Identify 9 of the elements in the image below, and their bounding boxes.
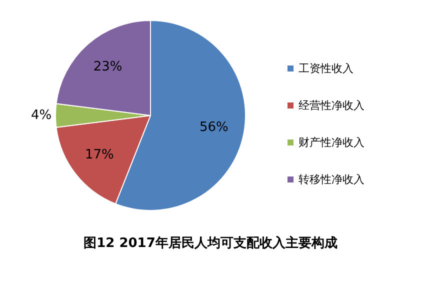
legend-label: 经营性净收入 — [298, 99, 364, 112]
data-label: 4% — [30, 108, 52, 123]
legend-label: 财产性净收入 — [298, 136, 364, 149]
data-label: 23% — [93, 60, 122, 75]
legend-label: 转移性净收入 — [298, 173, 364, 186]
text: 图12 2017年居民人均可支配收入主要构成 — [84, 235, 338, 251]
data-label: 17% — [85, 148, 114, 163]
data-label: 56% — [200, 120, 228, 136]
legend-label: 工资性收入 — [298, 62, 354, 75]
